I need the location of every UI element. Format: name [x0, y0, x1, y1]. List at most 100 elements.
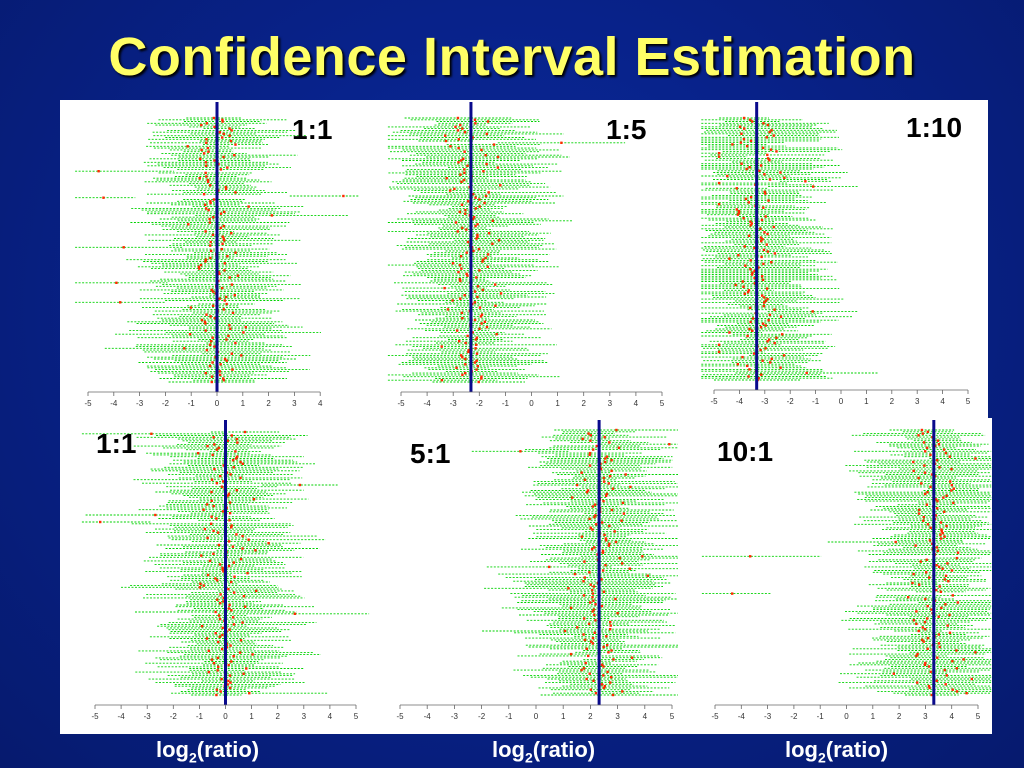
- ci-estimate-point: [950, 483, 953, 487]
- ci-estimate-point: [221, 510, 225, 513]
- ci-estimate-point: [248, 692, 251, 695]
- ci-estimate-point: [472, 249, 475, 253]
- ci-estimate-point: [210, 658, 214, 661]
- ci-estimate-point: [760, 255, 763, 259]
- ci-estimate-point: [589, 601, 592, 604]
- ci-estimate-point: [955, 667, 958, 670]
- ci-estimate-point: [609, 681, 612, 684]
- ci-estimate-point: [610, 649, 613, 652]
- ci-estimate-point: [962, 658, 965, 661]
- ci-estimate-point: [463, 150, 466, 153]
- ci-estimate-point: [926, 430, 929, 433]
- ci-estimate-point: [451, 262, 455, 265]
- ci-estimate-point: [229, 681, 232, 684]
- ci-estimate-point: [231, 368, 234, 371]
- x-tick-label: 2: [266, 399, 271, 408]
- ci-estimate-point: [923, 464, 926, 467]
- ci-estimate-point: [466, 164, 469, 167]
- ci-estimate-point: [480, 148, 483, 152]
- ci-estimate-point: [924, 628, 927, 631]
- ci-estimate-point: [944, 574, 948, 577]
- ci-estimate-point: [234, 143, 237, 146]
- ci-estimate-point: [766, 157, 770, 160]
- ci-estimate-point: [717, 203, 721, 206]
- ci-estimate-point: [766, 232, 769, 236]
- ci-estimate-point: [922, 515, 925, 519]
- ci-estimate-point: [743, 245, 746, 248]
- ci-estimate-point: [781, 333, 784, 336]
- ci-estimate-point: [293, 612, 297, 615]
- ci-estimate-point: [591, 636, 595, 640]
- ci-estimate-point: [464, 357, 467, 361]
- ci-estimate-point: [952, 501, 955, 505]
- ci-estimate-point: [235, 533, 238, 536]
- ci-estimate-point: [603, 435, 606, 439]
- ci-estimate-point: [737, 254, 740, 257]
- ci-estimate-point: [207, 649, 210, 653]
- ci-estimate-point: [931, 542, 934, 545]
- ci-estimate-point: [937, 642, 941, 645]
- ci-estimate-point: [218, 635, 221, 638]
- x-tick-label: 4: [634, 399, 639, 408]
- ci-estimate-point: [99, 520, 102, 524]
- ci-estimate-point: [955, 649, 958, 652]
- ci-estimate-point: [593, 631, 596, 634]
- ci-estimate-point: [606, 644, 609, 647]
- ci-estimate-point: [212, 552, 215, 555]
- ci-estimate-point: [761, 322, 765, 325]
- ci-estimate-point: [486, 265, 489, 268]
- ci-estimate-point: [475, 237, 478, 240]
- ci-estimate-point: [921, 432, 924, 435]
- ci-estimate-point: [499, 184, 502, 187]
- ci-estimate-point: [621, 562, 624, 565]
- ci-estimate-point: [444, 139, 448, 143]
- ci-estimate-point: [230, 283, 234, 286]
- ci-estimate-point: [911, 581, 914, 585]
- ci-estimate-point: [467, 350, 470, 354]
- ci-estimate-point: [746, 364, 749, 368]
- ci-estimate-point: [726, 174, 729, 178]
- ci-estimate-point: [481, 258, 485, 261]
- ci-estimate-point: [751, 271, 754, 274]
- ci-estimate-point: [473, 318, 477, 322]
- ci-estimate-point: [219, 363, 222, 366]
- x-tick-label: 4: [328, 712, 333, 721]
- ci-estimate-point: [593, 613, 596, 617]
- ci-estimate-point: [211, 361, 214, 364]
- ci-estimate-point: [220, 647, 224, 651]
- ci-estimate-point: [581, 437, 584, 441]
- ci-estimate-point: [950, 467, 953, 471]
- ci-estimate-point: [607, 544, 611, 547]
- ci-estimate-point: [938, 645, 941, 649]
- ci-estimate-point: [628, 567, 631, 570]
- x-tick-label: -1: [502, 399, 510, 408]
- ci-estimate-point: [563, 629, 567, 633]
- ci-estimate-point: [228, 134, 231, 137]
- ci-estimate-point: [743, 127, 746, 130]
- ci-estimate-point: [449, 189, 452, 192]
- ci-estimate-point: [244, 325, 247, 329]
- x-tick-label: -2: [476, 399, 484, 408]
- ci-estimate-point: [567, 587, 570, 590]
- ci-estimate-point: [475, 343, 478, 346]
- ci-estimate-point: [917, 476, 920, 480]
- ci-estimate-point: [939, 590, 942, 593]
- ci-estimate-point: [222, 237, 225, 240]
- ci-estimate-point: [764, 324, 767, 327]
- ci-estimate-point: [773, 308, 776, 311]
- ci-estimate-point: [892, 672, 895, 675]
- ci-estimate-point: [926, 523, 930, 526]
- ci-estimate-point: [941, 567, 944, 570]
- ci-estimate-point: [227, 492, 231, 495]
- ci-estimate-point: [940, 528, 943, 531]
- ci-intervals: [701, 117, 878, 381]
- ci-estimate-point: [228, 603, 231, 607]
- ci-estimate-point: [496, 155, 500, 159]
- ci-estimate-point: [457, 270, 460, 274]
- ci-estimate-point: [586, 489, 590, 492]
- ci-estimate-point: [749, 220, 752, 223]
- ci-estimate-point: [920, 482, 923, 485]
- x-tick-label: 3: [302, 712, 307, 721]
- x-tick-label: -4: [424, 712, 432, 721]
- ci-estimate-point: [234, 251, 237, 254]
